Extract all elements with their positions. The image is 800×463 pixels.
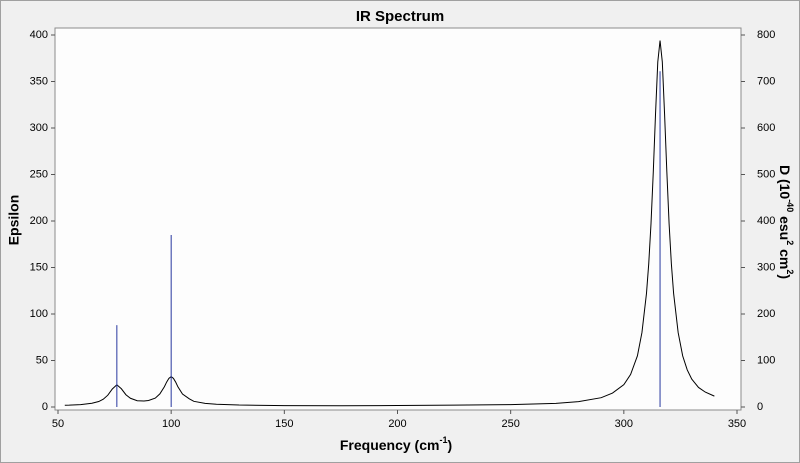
y-tick-label: 300 bbox=[30, 122, 48, 134]
x-tick-label: 350 bbox=[728, 418, 746, 430]
y-tick-label: 400 bbox=[30, 29, 48, 41]
y-tick-label: 150 bbox=[30, 261, 48, 273]
y2-tick-label: 100 bbox=[757, 354, 775, 366]
y2-label-text: ) bbox=[777, 274, 793, 279]
y2-tick-label: 600 bbox=[757, 122, 775, 134]
y2-label-text: cm bbox=[777, 245, 793, 269]
y2-label-sup: 2 bbox=[785, 269, 795, 274]
y2-label-text: esu bbox=[777, 212, 793, 240]
plot-area bbox=[54, 27, 742, 411]
y-tick-label: 250 bbox=[30, 168, 48, 180]
y2-tick-label: 700 bbox=[757, 75, 775, 87]
y-tick-label: 0 bbox=[42, 401, 48, 413]
y-tick-label: 200 bbox=[30, 215, 48, 227]
y2-tick-label: 400 bbox=[757, 215, 775, 227]
x-tick-label: 50 bbox=[52, 418, 64, 430]
x-label-text: Frequency (cm bbox=[340, 437, 440, 453]
x-label-sup: -1 bbox=[439, 435, 447, 445]
y-tick-label: 350 bbox=[30, 75, 48, 87]
chart-title: IR Spectrum bbox=[356, 8, 444, 25]
y2-tick-label: 0 bbox=[757, 401, 763, 413]
x-tick-label: 200 bbox=[388, 418, 406, 430]
x-tick-label: 300 bbox=[615, 418, 633, 430]
spectrum-line bbox=[64, 40, 715, 407]
y2-tick-label: 500 bbox=[757, 168, 775, 180]
y2-tick-label: 200 bbox=[757, 308, 775, 320]
y-tick-label: 50 bbox=[36, 354, 48, 366]
x-tick-label: 100 bbox=[162, 418, 180, 430]
x-tick-label: 250 bbox=[501, 418, 519, 430]
y2-axis-label: D (10-40 esu2 cm2) bbox=[777, 165, 794, 279]
y2-tick-label: 300 bbox=[757, 261, 775, 273]
y-tick-label: 100 bbox=[30, 308, 48, 320]
x-tick-label: 150 bbox=[275, 418, 293, 430]
y-axis-label: Epsilon bbox=[6, 195, 22, 246]
y2-tick-label: 800 bbox=[757, 29, 775, 41]
x-label-text: ) bbox=[447, 437, 452, 453]
y2-label-sup: -40 bbox=[785, 199, 795, 212]
y2-label-sup: 2 bbox=[785, 240, 795, 245]
x-axis-label: Frequency (cm-1) bbox=[340, 435, 452, 452]
y2-label-text: D (10 bbox=[777, 165, 793, 199]
